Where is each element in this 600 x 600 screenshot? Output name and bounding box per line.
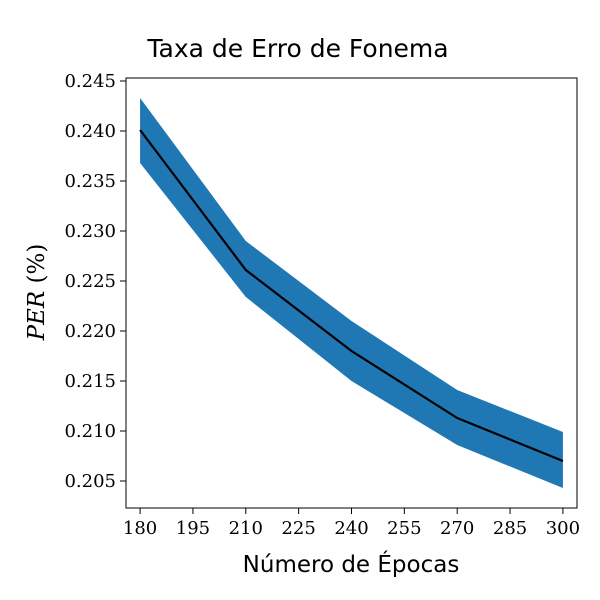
chart-title: Taxa de Erro de Fonema [146,34,448,63]
y-tick-label: 0.205 [64,471,116,492]
x-tick-label: 180 [123,518,157,539]
y-tick-label: 0.215 [64,371,116,392]
y-tick-label: 0.210 [64,421,116,442]
x-tick-label: 240 [334,518,368,539]
y-tick-label: 0.240 [64,121,116,142]
x-tick-label: 210 [229,518,263,539]
confidence-band [140,98,563,488]
x-tick-label: 225 [281,518,315,539]
x-tick-label: 285 [493,518,527,539]
y-tick-label: 0.230 [64,221,116,242]
mean-line [139,129,564,463]
plot-area: 180 195 210 225 240 255 270 285 300 0.205 0.210 0.2… [64,71,580,539]
y-tick-label: 0.225 [64,271,116,292]
y-axis-label: PER (%) [24,244,50,342]
x-tick-label: 270 [440,518,474,539]
x-tick-label: 300 [546,518,580,539]
x-tick-label: 195 [176,518,210,539]
x-tick-label: 255 [387,518,421,539]
y-tick-label: 0.220 [64,321,116,342]
y-tick-label: 0.235 [64,171,116,192]
x-axis-label: Número de Épocas [243,550,460,578]
y-tick-label: 0.245 [64,71,116,92]
